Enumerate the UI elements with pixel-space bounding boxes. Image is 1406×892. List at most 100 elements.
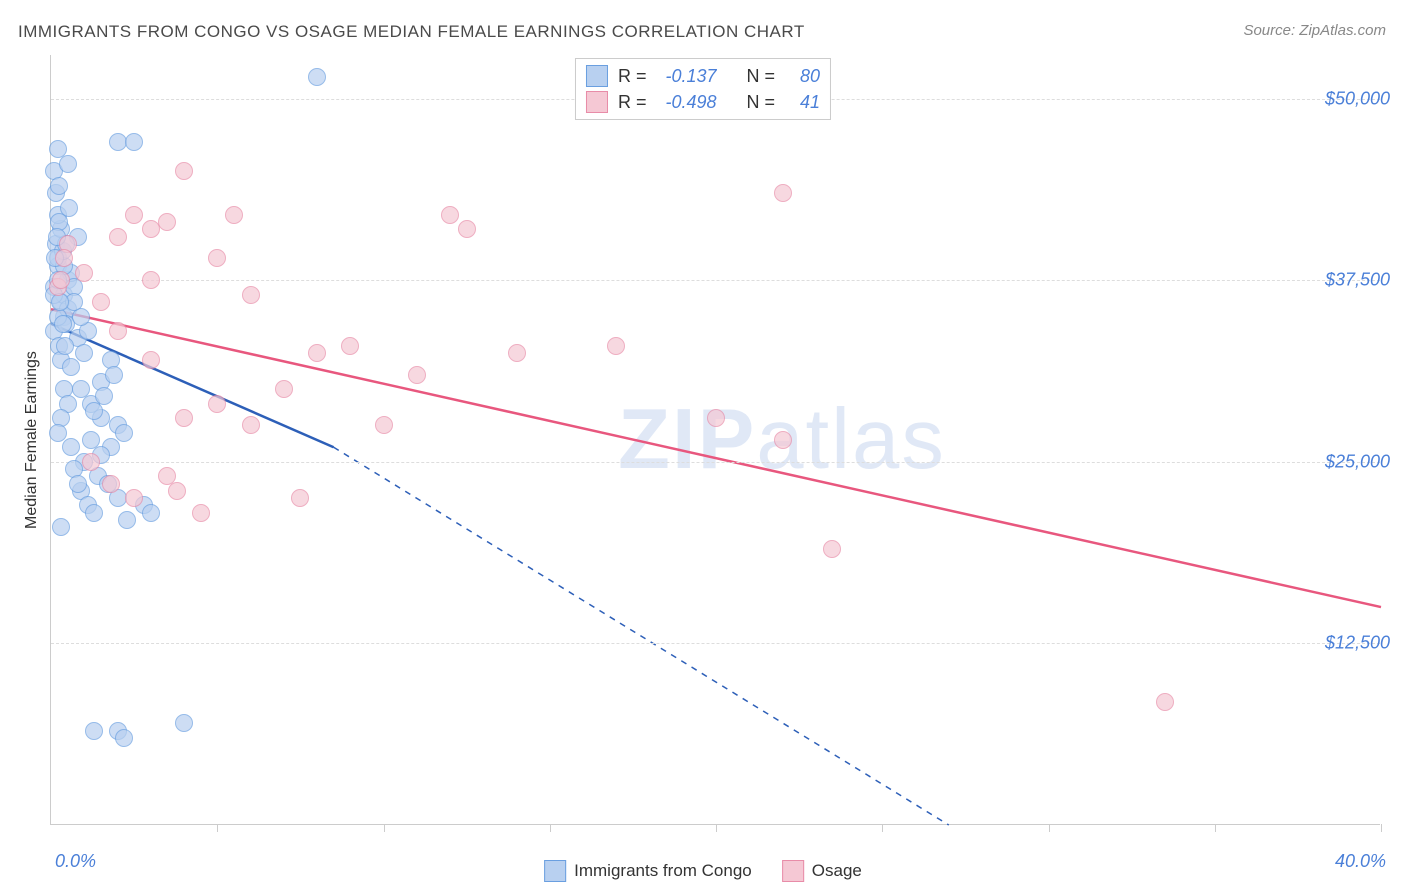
scatter-point bbox=[69, 475, 87, 493]
scatter-point bbox=[75, 264, 93, 282]
scatter-point bbox=[115, 729, 133, 747]
legend-series-label: Osage bbox=[812, 861, 862, 881]
scatter-point bbox=[52, 271, 70, 289]
scatter-point bbox=[102, 475, 120, 493]
chart-title: IMMIGRANTS FROM CONGO VS OSAGE MEDIAN FE… bbox=[18, 22, 805, 42]
y-tick-label: $25,000 bbox=[1315, 451, 1390, 472]
scatter-point bbox=[62, 438, 80, 456]
scatter-point bbox=[208, 395, 226, 413]
scatter-point bbox=[168, 482, 186, 500]
trend-line-dashed bbox=[334, 447, 949, 825]
x-tick bbox=[882, 824, 883, 832]
scatter-point bbox=[142, 220, 160, 238]
x-tick bbox=[550, 824, 551, 832]
x-tick bbox=[716, 824, 717, 832]
scatter-point bbox=[142, 271, 160, 289]
r-value: -0.498 bbox=[657, 92, 717, 113]
scatter-point bbox=[341, 337, 359, 355]
scatter-point bbox=[1156, 693, 1174, 711]
scatter-point bbox=[225, 206, 243, 224]
y-tick-label: $37,500 bbox=[1315, 270, 1390, 291]
scatter-point bbox=[774, 184, 792, 202]
scatter-point bbox=[125, 489, 143, 507]
scatter-point bbox=[192, 504, 210, 522]
scatter-point bbox=[105, 366, 123, 384]
scatter-point bbox=[85, 722, 103, 740]
scatter-point bbox=[75, 344, 93, 362]
chart-container: IMMIGRANTS FROM CONGO VS OSAGE MEDIAN FE… bbox=[0, 0, 1406, 892]
legend-swatch bbox=[782, 860, 804, 882]
scatter-point bbox=[82, 453, 100, 471]
scatter-point bbox=[109, 322, 127, 340]
scatter-point bbox=[308, 344, 326, 362]
scatter-point bbox=[125, 206, 143, 224]
scatter-point bbox=[275, 380, 293, 398]
legend-correlation-row: R = -0.498 N = 41 bbox=[586, 89, 820, 115]
n-label: N = bbox=[747, 92, 776, 113]
scatter-point bbox=[175, 409, 193, 427]
scatter-point bbox=[60, 199, 78, 217]
y-tick-label: $50,000 bbox=[1315, 88, 1390, 109]
scatter-point bbox=[56, 337, 74, 355]
scatter-point bbox=[95, 387, 113, 405]
x-tick bbox=[384, 824, 385, 832]
scatter-point bbox=[85, 504, 103, 522]
scatter-point bbox=[823, 540, 841, 558]
scatter-point bbox=[208, 249, 226, 267]
legend-swatch bbox=[586, 65, 608, 87]
n-value: 80 bbox=[785, 66, 820, 87]
x-tick bbox=[217, 824, 218, 832]
scatter-point bbox=[441, 206, 459, 224]
legend-series-item: Osage bbox=[782, 860, 862, 882]
r-label: R = bbox=[618, 66, 647, 87]
x-tick bbox=[1215, 824, 1216, 832]
legend-swatch bbox=[544, 860, 566, 882]
r-label: R = bbox=[618, 92, 647, 113]
legend-series-item: Immigrants from Congo bbox=[544, 860, 752, 882]
n-label: N = bbox=[747, 66, 776, 87]
x-axis-max-label: 40.0% bbox=[1335, 851, 1386, 872]
scatter-point bbox=[115, 424, 133, 442]
y-axis-label: Median Female Earnings bbox=[23, 351, 41, 529]
scatter-point bbox=[774, 431, 792, 449]
grid-line bbox=[51, 462, 1380, 463]
legend-correlation: R = -0.137 N = 80 R = -0.498 N = 41 bbox=[575, 58, 831, 120]
scatter-point bbox=[308, 68, 326, 86]
scatter-point bbox=[242, 416, 260, 434]
scatter-point bbox=[458, 220, 476, 238]
scatter-point bbox=[408, 366, 426, 384]
scatter-point bbox=[142, 504, 160, 522]
scatter-point bbox=[142, 351, 160, 369]
x-tick bbox=[1381, 824, 1382, 832]
legend-correlation-row: R = -0.137 N = 80 bbox=[586, 63, 820, 89]
trend-lines-svg bbox=[51, 55, 1381, 825]
r-value: -0.137 bbox=[657, 66, 717, 87]
scatter-point bbox=[109, 133, 127, 151]
scatter-point bbox=[707, 409, 725, 427]
scatter-point bbox=[62, 358, 80, 376]
scatter-point bbox=[242, 286, 260, 304]
trend-line-solid bbox=[51, 309, 1381, 607]
scatter-point bbox=[118, 511, 136, 529]
scatter-point bbox=[52, 518, 70, 536]
legend-swatch bbox=[586, 91, 608, 113]
scatter-point bbox=[49, 424, 67, 442]
scatter-point bbox=[55, 249, 73, 267]
scatter-point bbox=[59, 155, 77, 173]
scatter-point bbox=[50, 177, 68, 195]
scatter-point bbox=[175, 162, 193, 180]
scatter-point bbox=[158, 213, 176, 231]
scatter-point bbox=[92, 293, 110, 311]
legend-series: Immigrants from Congo Osage bbox=[544, 860, 862, 882]
x-tick bbox=[1049, 824, 1050, 832]
n-value: 41 bbox=[785, 92, 820, 113]
source-attribution: Source: ZipAtlas.com bbox=[1243, 22, 1386, 39]
x-axis-min-label: 0.0% bbox=[55, 851, 96, 872]
legend-series-label: Immigrants from Congo bbox=[574, 861, 752, 881]
y-tick-label: $12,500 bbox=[1315, 633, 1390, 654]
scatter-point bbox=[54, 315, 72, 333]
scatter-point bbox=[508, 344, 526, 362]
grid-line bbox=[51, 280, 1380, 281]
scatter-point bbox=[607, 337, 625, 355]
grid-line bbox=[51, 643, 1380, 644]
